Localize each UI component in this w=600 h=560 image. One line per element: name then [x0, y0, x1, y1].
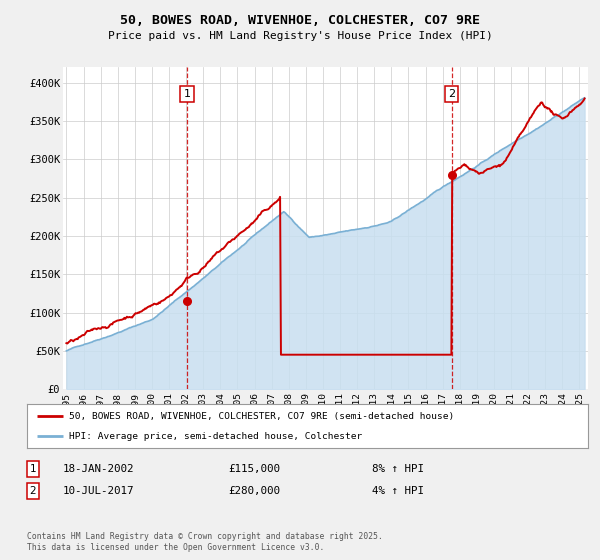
Text: 1: 1: [184, 89, 190, 99]
Text: 4% ↑ HPI: 4% ↑ HPI: [372, 486, 424, 496]
Text: 2: 2: [29, 486, 37, 496]
Text: £115,000: £115,000: [228, 464, 280, 474]
Text: 1: 1: [29, 464, 37, 474]
Text: HPI: Average price, semi-detached house, Colchester: HPI: Average price, semi-detached house,…: [69, 432, 362, 441]
Text: Contains HM Land Registry data © Crown copyright and database right 2025.
This d: Contains HM Land Registry data © Crown c…: [27, 532, 383, 552]
Text: 18-JAN-2002: 18-JAN-2002: [63, 464, 134, 474]
Text: £280,000: £280,000: [228, 486, 280, 496]
Text: 50, BOWES ROAD, WIVENHOE, COLCHESTER, CO7 9RE: 50, BOWES ROAD, WIVENHOE, COLCHESTER, CO…: [120, 14, 480, 27]
Text: 10-JUL-2017: 10-JUL-2017: [63, 486, 134, 496]
Text: 2: 2: [448, 89, 455, 99]
Text: 50, BOWES ROAD, WIVENHOE, COLCHESTER, CO7 9RE (semi-detached house): 50, BOWES ROAD, WIVENHOE, COLCHESTER, CO…: [69, 412, 454, 421]
Text: 8% ↑ HPI: 8% ↑ HPI: [372, 464, 424, 474]
Text: Price paid vs. HM Land Registry's House Price Index (HPI): Price paid vs. HM Land Registry's House …: [107, 31, 493, 41]
